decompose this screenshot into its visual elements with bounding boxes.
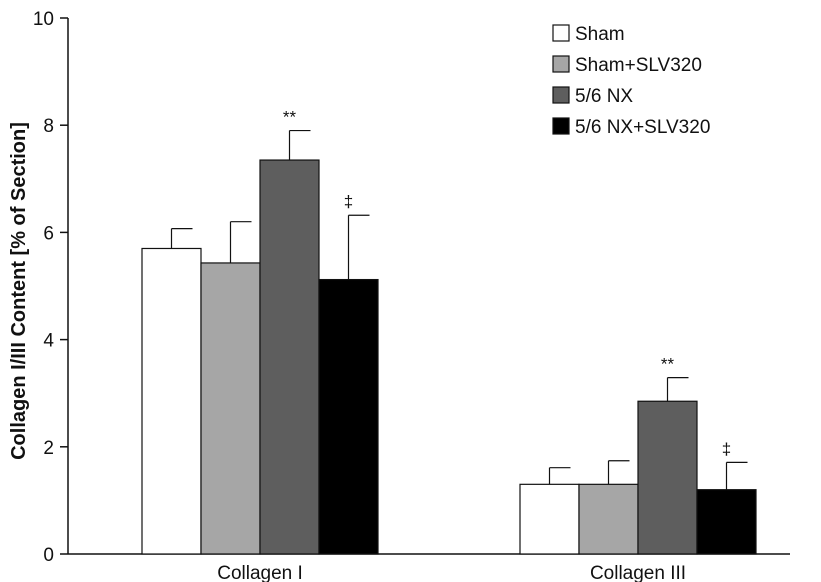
y-tick-label: 2 [43,438,54,459]
legend-label: Sham+SLV320 [575,55,702,76]
legend-label: Sham [575,24,625,45]
bar [696,489,757,555]
bar [519,483,580,555]
legend-swatch [552,24,570,42]
y-tick-label: 10 [33,9,54,30]
bar [141,247,202,555]
legend-swatch [552,117,570,135]
bar [200,262,261,555]
legend: Sham Sham+SLV320 5/6 NX 5/6 NX+SLV320 [552,24,710,138]
bar [637,400,698,555]
bar [578,483,639,555]
bar [318,278,379,555]
legend-label: 5/6 NX [575,86,633,107]
bars [141,159,757,555]
significance-marker: ** [283,108,297,127]
bar [259,159,320,555]
significance-marker: ‡ [344,192,353,211]
legend-swatch [552,55,570,73]
y-tick-label: 8 [43,116,54,137]
x-category-label: Collagen III [590,563,686,582]
y-tick-label: 4 [43,331,54,352]
significance-markers: ** ‡ ** ‡ [283,108,731,459]
legend-swatch [552,86,570,104]
significance-marker: ** [661,355,675,374]
y-tick-label: 0 [43,545,54,566]
y-tick-label: 6 [43,223,54,244]
x-category-label: Collagen I [217,563,303,582]
legend-label: 5/6 NX+SLV320 [575,117,710,138]
significance-marker: ‡ [722,439,731,458]
error-bars [170,129,748,490]
y-axis-title: Collagen I/III Content [% of Section] [8,122,30,460]
axes: 0 2 4 6 8 10 Collagen I/III Content [% of Sect… [8,9,790,582]
